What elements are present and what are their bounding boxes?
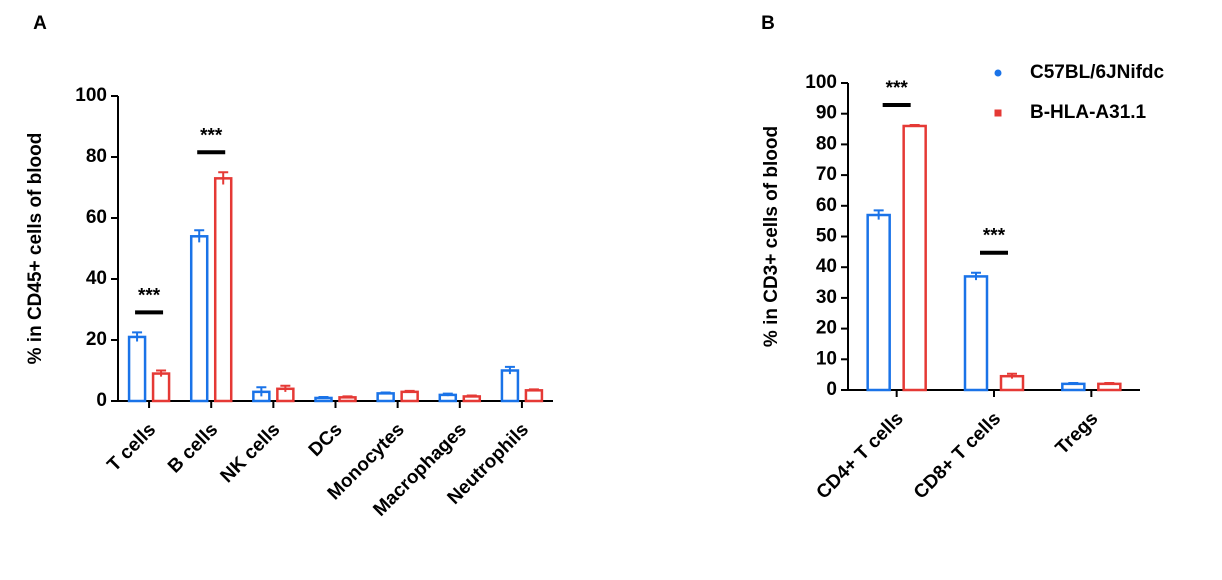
x-tick-label: DCs	[305, 419, 347, 461]
legend-label: B-HLA-A31.1	[1030, 102, 1147, 123]
y-tick-label: 20	[816, 318, 837, 339]
error-bar	[318, 396, 329, 399]
bar	[127, 335, 147, 403]
significance-label: ***	[886, 78, 909, 99]
x-tick-label: CD8+ T cells	[910, 408, 1005, 503]
x-tick-label: NK cells	[217, 419, 285, 487]
y-tick-label: 0	[826, 379, 837, 400]
legend-marker	[994, 69, 1002, 77]
x-tick-label: B cells	[164, 419, 222, 477]
bar	[500, 369, 520, 403]
error-bar	[873, 209, 884, 220]
y-tick-label: 20	[86, 329, 107, 350]
y-tick-label: 40	[816, 256, 837, 277]
error-bar	[218, 171, 229, 185]
error-bar	[342, 395, 353, 399]
error-bar	[280, 384, 291, 392]
y-tick-label: 70	[816, 164, 837, 185]
bar	[189, 235, 209, 403]
y-tick-label: 80	[816, 133, 837, 154]
bar	[400, 390, 419, 403]
error-bar	[1007, 372, 1017, 379]
bar	[963, 275, 989, 392]
y-tick-label: 0	[96, 390, 107, 411]
y-tick-label: 80	[86, 146, 107, 167]
bar	[213, 177, 233, 403]
error-bar	[256, 386, 267, 397]
legend-label: C57BL/6JNifdc	[1030, 62, 1165, 83]
error-bar	[404, 389, 415, 393]
panel-label: A	[33, 13, 47, 34]
error-bar	[971, 271, 981, 281]
y-axis-label: % in CD45+ cells of blood	[25, 133, 46, 365]
bar	[524, 389, 544, 403]
error-bar	[528, 388, 539, 392]
x-tick-label: CD4+ T cells	[813, 408, 908, 503]
legend-marker	[994, 109, 1002, 117]
bar	[902, 124, 927, 392]
error-bar	[380, 391, 391, 395]
error-bar	[442, 392, 453, 397]
error-bar	[156, 369, 167, 377]
significance-label: ***	[983, 226, 1006, 247]
y-tick-label: 50	[816, 226, 837, 247]
y-axis-label: % in CD3+ cells of blood	[761, 126, 782, 347]
y-tick-label: 60	[86, 207, 107, 228]
x-tick-label: Tregs	[1052, 408, 1103, 459]
y-tick-label: 30	[816, 287, 837, 308]
bar	[376, 392, 395, 403]
error-bar	[909, 124, 920, 127]
error-bar	[466, 394, 477, 398]
y-tick-label: 60	[816, 195, 837, 216]
error-bar	[504, 365, 515, 375]
error-bar	[194, 229, 205, 243]
significance-label: ***	[200, 125, 223, 146]
y-tick-label: 100	[805, 72, 837, 93]
y-tick-label: 40	[86, 268, 107, 289]
x-tick-label: T cells	[103, 419, 160, 476]
y-tick-label: 100	[75, 85, 107, 106]
y-tick-label: 10	[816, 348, 837, 369]
error-bar	[1068, 381, 1079, 385]
y-tick-label: 90	[816, 103, 837, 124]
error-bar	[1104, 381, 1115, 385]
panel-label: B	[761, 13, 775, 34]
bar	[866, 213, 891, 392]
error-bar	[132, 331, 143, 342]
bar	[151, 372, 171, 403]
significance-label: ***	[138, 285, 161, 306]
